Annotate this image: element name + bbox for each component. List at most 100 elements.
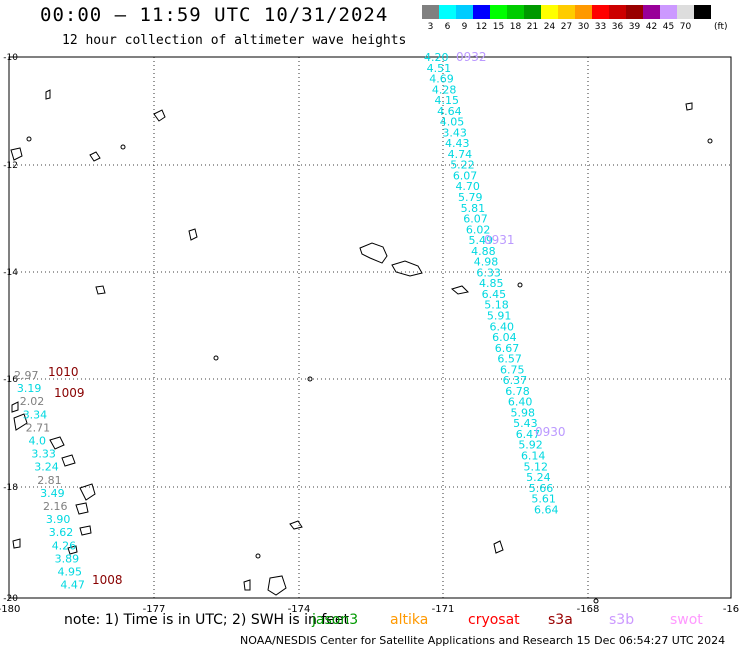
swh-value: 3.43: [442, 126, 467, 139]
swh-value: 4.43: [445, 137, 470, 150]
swh-value: 4.74: [448, 148, 473, 161]
swh-value: 6.02: [466, 223, 491, 236]
track-time-label: 1008: [92, 573, 123, 587]
swh-value: 5.12: [524, 460, 549, 473]
island-outline: [49, 436, 65, 450]
lon-tick-label: -174: [288, 604, 311, 615]
lat-tick-label: -12: [3, 161, 18, 171]
swh-value: 5.98: [510, 406, 534, 419]
legend-swatch: [660, 5, 677, 19]
lon-tick-label: -180: [0, 604, 20, 615]
swh-value: 6.14: [521, 449, 546, 462]
island-dot: [307, 376, 313, 382]
satellite-swot: swot: [670, 612, 703, 628]
swh-value: 4.64: [437, 105, 462, 118]
legend-labels: 3 6 9 12 15 18 21 24 27 30 33 36 39 42 45 70: [422, 22, 711, 32]
legend-swatch: [456, 5, 473, 19]
island-outline: [685, 102, 693, 111]
island-outline: [12, 538, 21, 549]
island-dot: [593, 598, 599, 604]
legend-label: 33: [594, 22, 607, 32]
swh-value: 4.88: [471, 245, 496, 258]
island-outline: [10, 147, 23, 161]
lon-tick-label: -177: [143, 604, 166, 615]
legend-swatches: [422, 5, 711, 19]
legend-swatch: [643, 5, 660, 19]
credit-line: NOAA/NESDIS Center for Satellite Applica…: [240, 634, 726, 647]
island-dot: [517, 282, 523, 288]
lat-tick-label: -18: [3, 483, 18, 493]
legend-swatch: [609, 5, 626, 19]
swh-value: 6.57: [497, 353, 522, 366]
lat-tick-label: -16: [3, 375, 18, 385]
track-time-label: 1009: [54, 386, 85, 400]
legend-label: 24: [543, 22, 556, 32]
swh-value: 5.43: [513, 417, 538, 430]
legend-label: 45: [662, 22, 675, 32]
track-time-label: 1010: [48, 365, 79, 379]
legend-label: 42: [645, 22, 658, 32]
island-dot: [255, 553, 261, 559]
island-outline: [13, 413, 28, 431]
swh-value: 2.81: [37, 474, 62, 487]
legend-swatch: [422, 5, 439, 19]
swh-value: 4.15: [434, 94, 459, 107]
island-outline: [89, 151, 101, 162]
swh-value: 6.75: [500, 363, 524, 376]
island-outline: [67, 545, 78, 555]
swh-value: 6.40: [508, 396, 532, 409]
swh-value: 4.98: [474, 256, 499, 269]
island-outline: [493, 540, 504, 554]
legend-swatch: [694, 5, 711, 19]
swh-value: 4.26: [52, 539, 76, 552]
swh-value: 5.66: [529, 482, 554, 495]
island-outline: [450, 285, 470, 295]
legend-label: 27: [560, 22, 573, 32]
legend-label: 6: [444, 22, 451, 32]
legend-label: 30: [577, 22, 590, 32]
swh-value: 6.67: [495, 342, 520, 355]
swh-value: 6.07: [453, 169, 478, 182]
lon-tick-label: -168: [577, 604, 600, 615]
swh-value: 3.33: [31, 448, 56, 461]
swh-value: 4.51: [427, 62, 452, 75]
satellite-cryosat: cryosat: [468, 612, 520, 628]
swh-value: 4.28: [432, 83, 457, 96]
island-outline: [11, 401, 19, 413]
swh-value: 4.05: [440, 116, 465, 129]
island-outline: [95, 285, 106, 295]
legend-swatch: [575, 5, 592, 19]
swh-value: 5.92: [518, 439, 543, 452]
swh-value: 6.07: [463, 213, 488, 226]
island-outline: [359, 242, 388, 264]
swh-value: 6.47: [516, 428, 541, 441]
island-outline: [153, 109, 166, 122]
page-title: 00:00 – 11:59 UTC 10/31/2024: [40, 4, 389, 26]
satellite-altika: altika: [390, 612, 429, 628]
swh-value: 5.61: [531, 493, 556, 506]
swh-value: 3.49: [40, 487, 65, 500]
island-dot: [26, 136, 32, 142]
legend-swatch: [524, 5, 541, 19]
legend-swatch: [541, 5, 558, 19]
swh-value: 6.45: [482, 288, 507, 301]
swh-value: 6.64: [534, 503, 559, 516]
island-outline: [267, 575, 287, 596]
island-outline: [188, 228, 198, 241]
legend-unit: (ft): [714, 22, 728, 32]
swh-value: 3.24: [34, 461, 59, 474]
swh-value: 4.20: [424, 51, 449, 64]
swh-value: 4.0: [29, 435, 47, 448]
lat-tick-label: -14: [3, 268, 18, 278]
legend-label: 15: [492, 22, 505, 32]
legend-swatch: [592, 5, 609, 19]
legend-label: 18: [509, 22, 522, 32]
lat-tick-label: -10: [3, 53, 18, 63]
legend-label: 36: [611, 22, 624, 32]
swh-value: 5.22: [450, 159, 475, 172]
swh-value: 2.02: [20, 395, 45, 408]
legend-label: 70: [679, 22, 692, 32]
island-dot: [120, 144, 126, 150]
legend-swatch: [558, 5, 575, 19]
